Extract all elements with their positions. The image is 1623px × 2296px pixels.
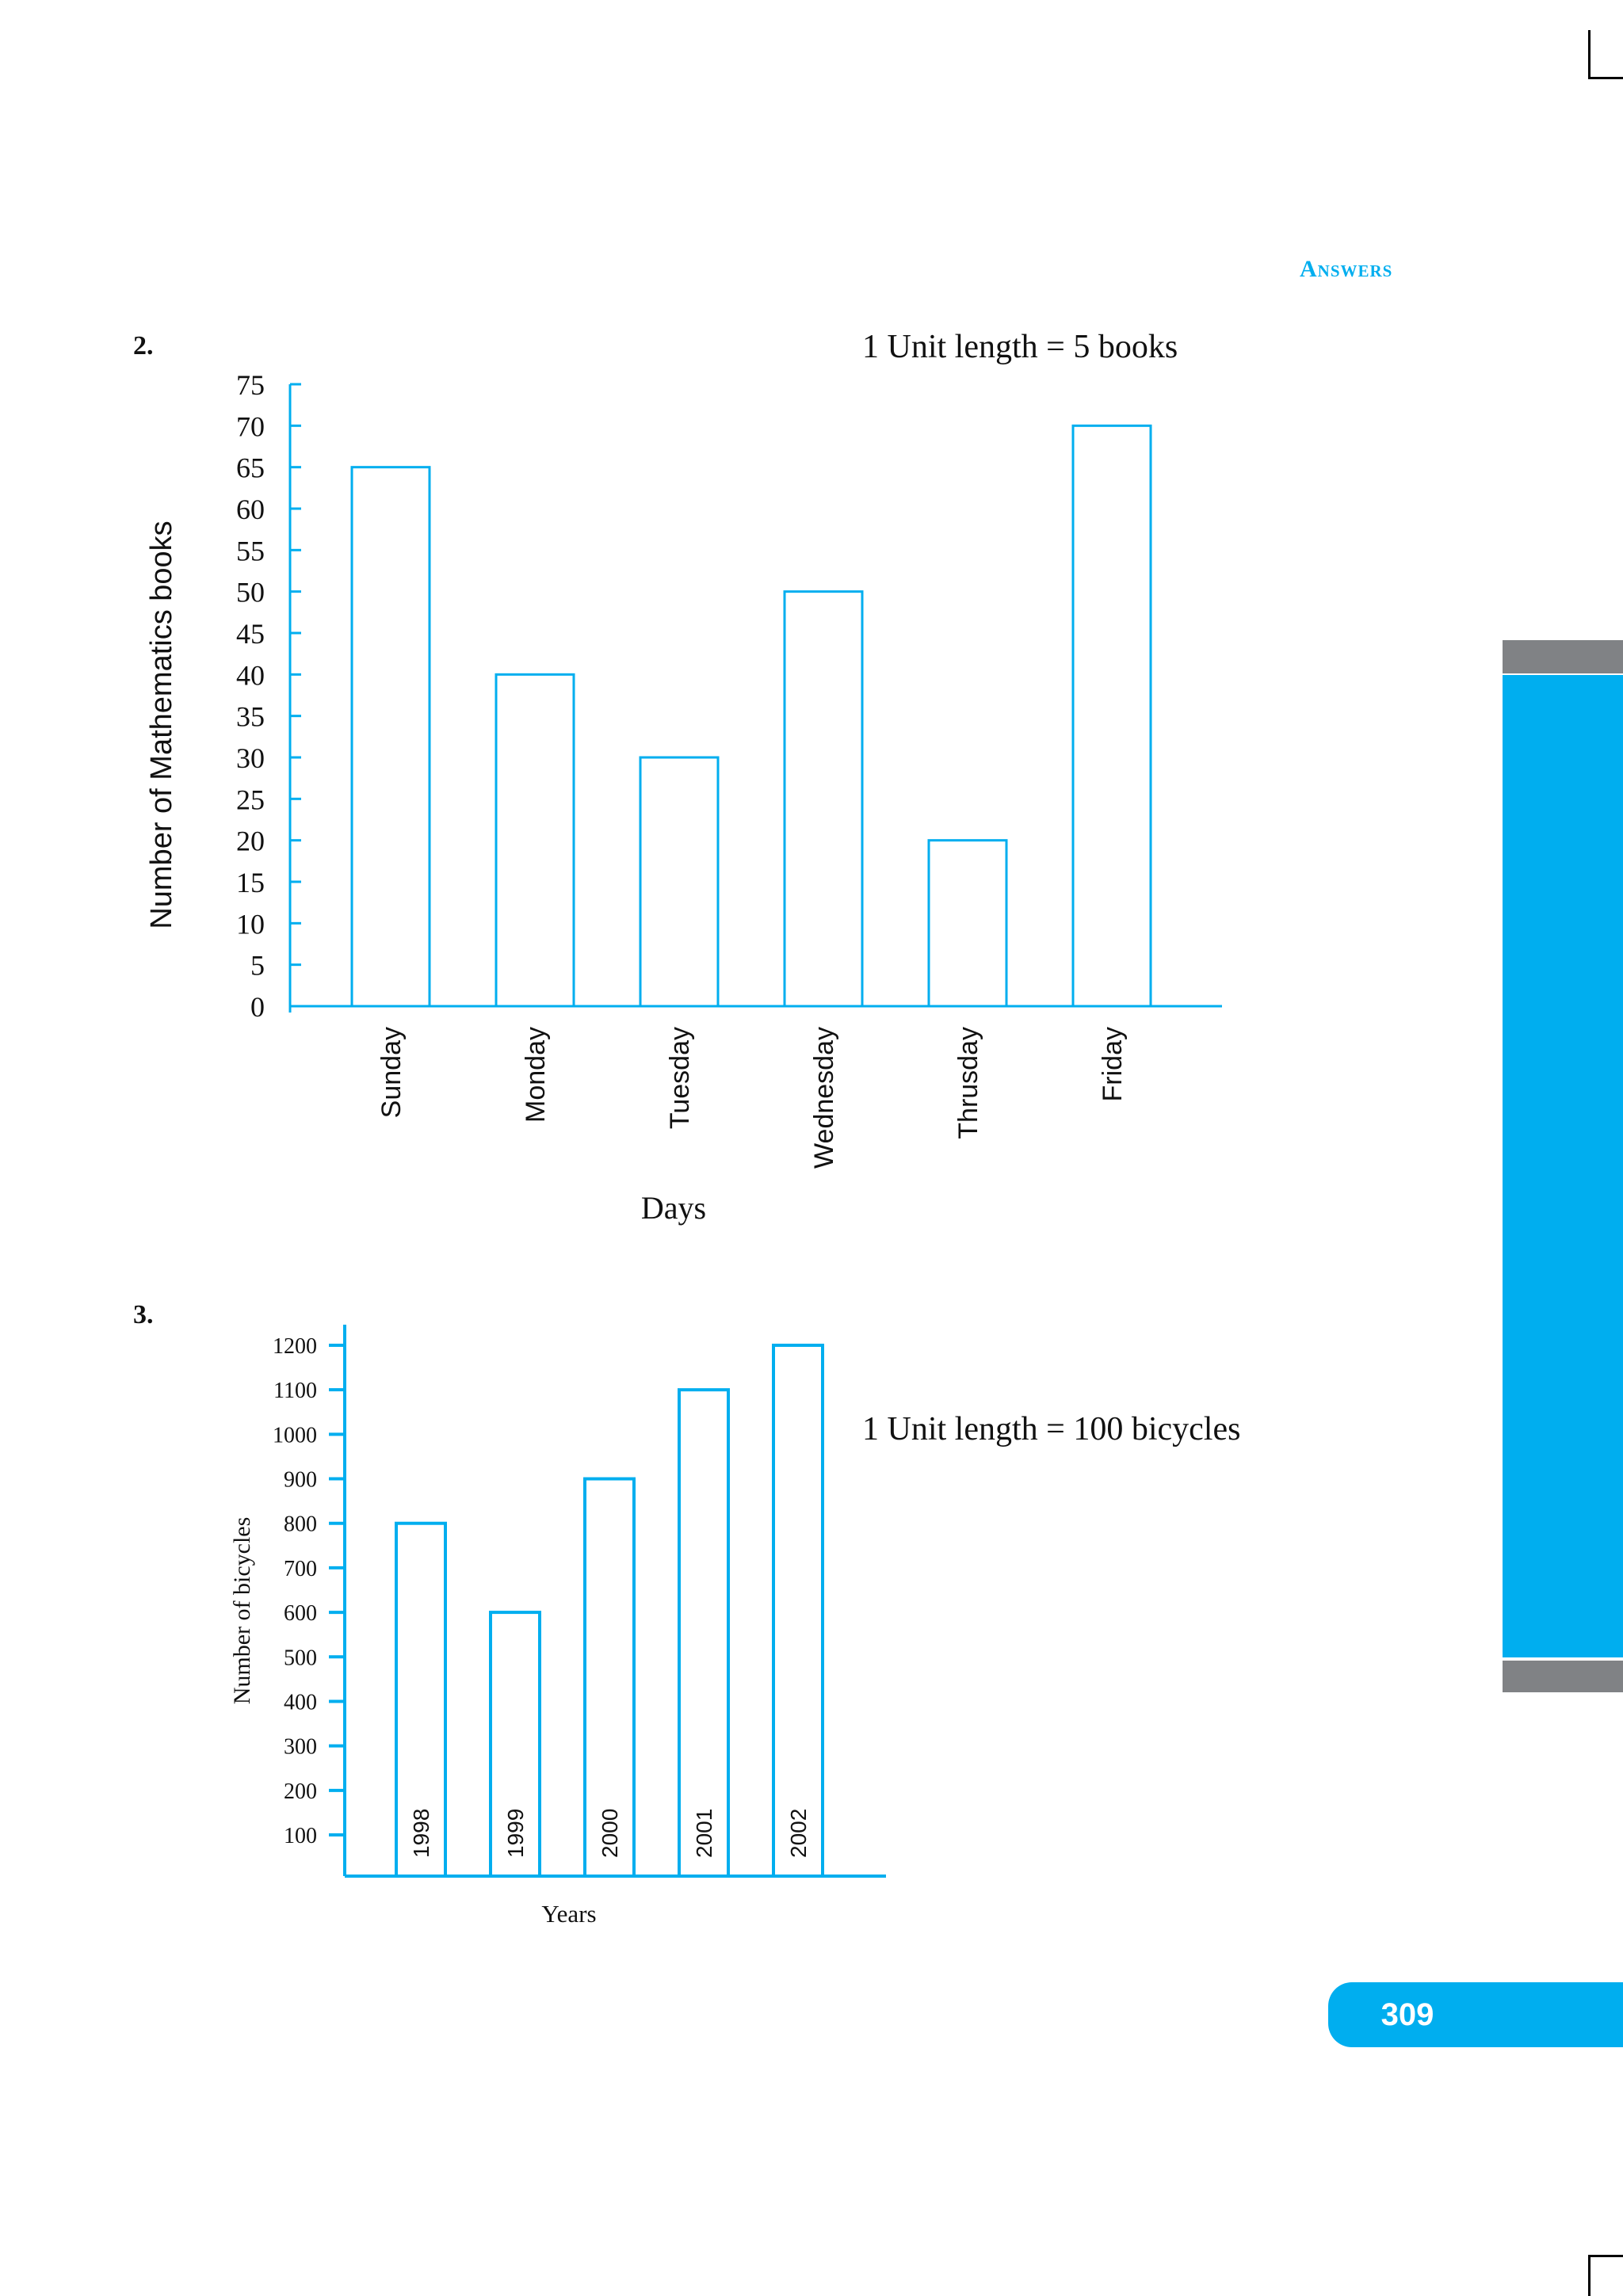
unit-note-books: 1 Unit length = 5 books: [862, 329, 1178, 365]
chart1-y-axis-label: Number of Mathematics books: [145, 521, 178, 929]
chart1-y-tick-label: 40: [236, 659, 265, 691]
chart1-y-tick-label: 60: [236, 494, 265, 525]
chart1-y-tick-label: 55: [236, 535, 265, 566]
page-number: 309: [1381, 1997, 1434, 2032]
chart1-bar: [1071, 424, 1152, 1008]
chart1-bar: [783, 590, 864, 1008]
chart1-y-tick-label: 10: [236, 908, 265, 940]
chart1-y-tick-label: 45: [236, 618, 265, 650]
chart1-y-tick-label: 70: [236, 410, 265, 442]
chart1-category-label: Thrusday: [953, 1027, 983, 1139]
chart1-y-tick-label: 75: [236, 369, 265, 401]
side-tab-blue: [1503, 675, 1623, 1657]
chart1-bar: [350, 466, 431, 1008]
chart1-category-label: Sunday: [376, 1027, 407, 1118]
question-number-2: 2.: [133, 331, 154, 360]
unit-note-bicycles: 1 Unit length = 100 bicycles: [862, 1411, 1241, 1447]
chart1-category-label: Monday: [521, 1027, 551, 1123]
chart1-y-tick-label: 5: [250, 950, 265, 982]
chart1-y-tick-label: 30: [236, 742, 265, 774]
chart1-y-tick-label: 50: [236, 577, 265, 608]
chart1-y-tick-label: 35: [236, 701, 265, 733]
crop-mark-top: [1588, 30, 1591, 79]
side-tab-grey-bottom: [1503, 1661, 1623, 1692]
page-number-tab: 309: [1328, 1982, 1623, 2047]
chart1-bar: [495, 673, 575, 1008]
crop-mark-bottom-h: [1588, 2255, 1623, 2257]
chart1-category-label: Friday: [1098, 1027, 1128, 1101]
chart1-y-tick-label: 15: [236, 867, 265, 898]
side-tab-grey-top: [1503, 640, 1623, 673]
chart1-y-tick-label: 0: [250, 991, 265, 1023]
chart1-y-tick-label: 20: [236, 826, 265, 857]
chart1-bar: [927, 839, 1008, 1008]
chart1-bar: [639, 756, 720, 1008]
chart1-x-axis-label: Days: [641, 1190, 706, 1226]
chart1-category-label: Tuesday: [665, 1027, 695, 1129]
chart1-y-tick-label: 65: [236, 452, 265, 484]
running-header: Answers: [1300, 256, 1393, 282]
chart1-category-label: Wednesday: [809, 1027, 839, 1169]
crop-mark-top-h: [1588, 77, 1623, 79]
question-number-3: 3.: [133, 1300, 154, 1329]
crop-mark-bottom: [1588, 2255, 1591, 2296]
chart1-y-tick-label: 25: [236, 784, 265, 815]
